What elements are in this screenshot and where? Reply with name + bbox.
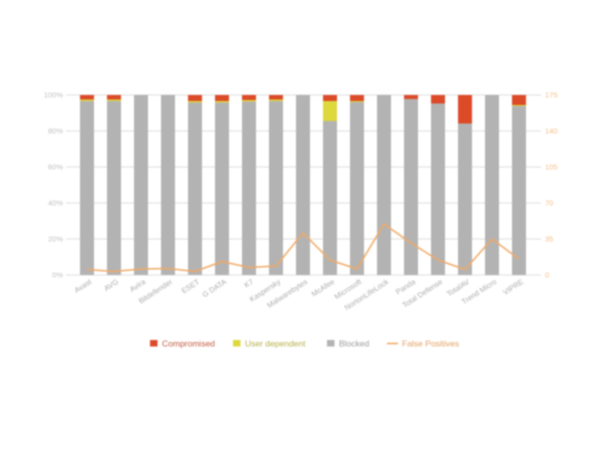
svg-text:Blocked: Blocked xyxy=(339,339,370,349)
svg-text:0%: 0% xyxy=(52,270,63,279)
svg-text:80%: 80% xyxy=(48,126,63,135)
svg-text:105: 105 xyxy=(545,162,558,171)
svg-text:False Positives: False Positives xyxy=(402,339,459,349)
svg-text:K7: K7 xyxy=(242,277,255,290)
svg-text:Compromised: Compromised xyxy=(162,339,215,349)
svg-text:175: 175 xyxy=(545,90,558,99)
svg-text:100%: 100% xyxy=(44,90,64,99)
svg-text:60%: 60% xyxy=(48,162,63,171)
svg-text:40%: 40% xyxy=(48,198,63,207)
svg-text:140: 140 xyxy=(545,126,558,135)
svg-text:35: 35 xyxy=(545,234,553,243)
svg-text:0: 0 xyxy=(545,270,549,279)
svg-text:User dependent: User dependent xyxy=(245,339,306,349)
svg-text:70: 70 xyxy=(545,198,553,207)
svg-text:20%: 20% xyxy=(48,234,63,243)
